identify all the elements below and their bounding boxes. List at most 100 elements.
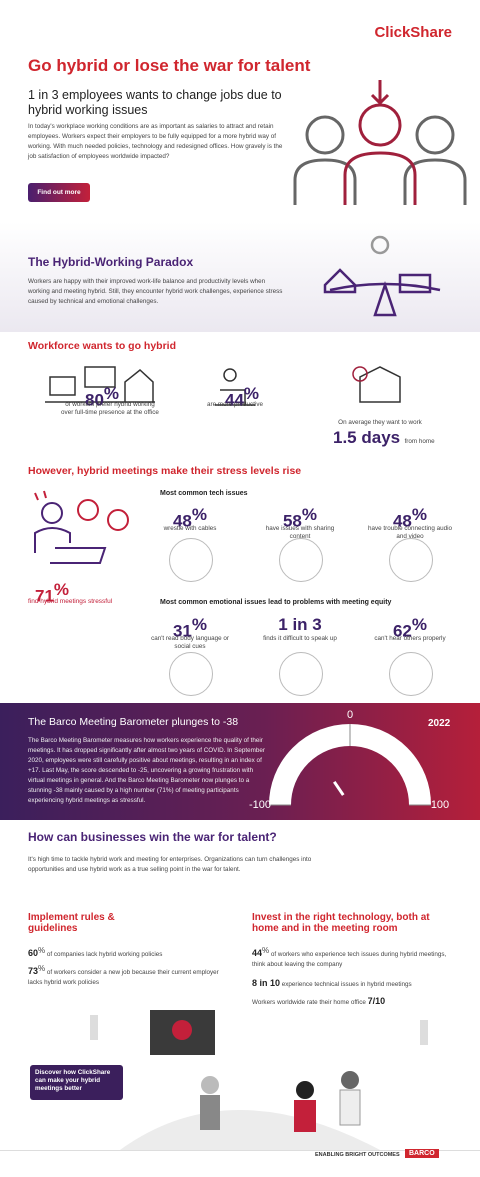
gauge: -100 0 100 -38	[249, 709, 449, 833]
stat-unit: %	[411, 505, 428, 524]
item-stat: 8 in 10	[252, 978, 281, 988]
column-title: Implement rules & guidelines	[28, 912, 115, 934]
icon	[45, 366, 155, 403]
subsection-title: Most common emotional issues lead to pro…	[160, 599, 392, 606]
stat: 1.5 days from home	[333, 428, 435, 448]
stat-unit: %	[53, 580, 70, 599]
icon-circle	[279, 652, 323, 696]
section-title: However, hybrid meetings make their stre…	[28, 465, 302, 477]
section-title: Workforce wants to go hybrid	[28, 340, 176, 352]
list-item: 60% of companies lack hybrid working pol…	[28, 946, 228, 960]
list-item: 8 in 10 experience technical issues in h…	[252, 978, 452, 990]
stat-number: 71	[35, 586, 54, 606]
title: Go hybrid or lose the war for talent	[28, 56, 311, 75]
gauge-needle	[333, 780, 345, 796]
stat-number: 80	[85, 390, 104, 410]
icon-circle	[169, 652, 213, 696]
gauge-tick-label: 100	[431, 799, 449, 811]
stat: 48%	[160, 505, 220, 531]
item-unit: %	[38, 946, 46, 955]
stat-pre: On average they want to work	[338, 419, 422, 426]
gauge-value: -38	[341, 819, 359, 833]
item-unit: %	[262, 946, 270, 955]
stat-unit: %	[411, 615, 428, 634]
icon	[215, 368, 255, 406]
item-text: of companies lack hybrid working policie…	[46, 951, 163, 959]
people-illustration	[293, 80, 467, 205]
tagline: ENABLING BRIGHT OUTCOMES	[315, 1152, 400, 1158]
stat-number: 58	[282, 511, 302, 531]
talent-body: It's high time to tackle hybrid work and…	[28, 856, 312, 873]
icon-circle	[169, 538, 213, 582]
gauge-tick-label: -100	[249, 799, 271, 811]
barometer-title: The Barco Meeting Barometer plunges to -…	[28, 716, 239, 728]
paradox-title: The Hybrid-Working Paradox	[28, 255, 194, 269]
item-stat: 73	[28, 966, 39, 977]
list-item: 44% of workers who experience tech issue…	[252, 946, 452, 970]
item-text: experience technical issues in hybrid me…	[281, 981, 412, 988]
paradox-body: Workers are happy with their improved wo…	[28, 278, 283, 305]
column-title: Invest in the right technology, both at …	[252, 912, 430, 934]
meeting-illustration	[90, 1010, 428, 1150]
stat-text: are more productive	[207, 401, 263, 408]
item-text: of workers who experience tech issues du…	[252, 951, 447, 969]
stat-text: from home	[404, 438, 435, 445]
stat: 44%	[225, 384, 259, 410]
stat: 31%	[160, 615, 220, 641]
icon-circle	[279, 538, 323, 582]
item-unit: %	[38, 964, 46, 973]
stat-unit: %	[301, 505, 318, 524]
stat-text: finds it difficult to speak up	[263, 635, 337, 642]
icon	[352, 366, 401, 403]
stat-text: have issues with sharing content	[265, 525, 335, 540]
stat: 58%	[270, 505, 330, 531]
icon-circle	[389, 538, 433, 582]
item-stat: 7/10	[367, 996, 386, 1006]
stat-unit: %	[103, 384, 120, 403]
stat-text: of workers prefer hybrid working over fu…	[61, 401, 159, 416]
logo: ClickShare	[374, 24, 452, 41]
stat-text: can't hear others properly	[374, 635, 446, 642]
talent-title: How can businesses win the war for talen…	[28, 830, 277, 844]
subtitle: 1 in 3 employees wants to change jobs du…	[28, 88, 282, 117]
list-item: Workers worldwide rate their home office…	[252, 996, 452, 1008]
stat-number: 48	[172, 511, 192, 531]
cta-button[interactable]: Find out more	[28, 183, 90, 202]
stat-number: 1.5 days	[333, 428, 401, 447]
footer-logo: BARCO	[405, 1149, 439, 1158]
stat-text: find hybrid meetings stressful	[28, 598, 113, 605]
stat: 1 in 3	[270, 615, 330, 635]
stat-text: wrestle with cables	[163, 525, 217, 532]
balance-illustration	[323, 235, 441, 317]
stat-number: 62	[392, 621, 412, 641]
list-item: 73% of workers consider a new job becaus…	[28, 964, 228, 988]
cta-button[interactable]: Discover how ClickShare can make your hy…	[30, 1065, 123, 1100]
item-text: Workers worldwide rate their home office	[252, 999, 366, 1006]
subsection-title: Most common tech issues	[160, 490, 248, 497]
stat: 80%	[85, 384, 119, 410]
stat-number: 1 in 3	[278, 615, 322, 634]
stat-unit: %	[191, 505, 208, 524]
item-stat: 60	[28, 948, 39, 959]
stat-number: 44	[225, 390, 244, 410]
item-stat: 44	[252, 948, 263, 959]
icon-circle	[389, 652, 433, 696]
stat-unit: %	[191, 615, 208, 634]
barometer-body: The Barco Meeting Barometer measures how…	[28, 737, 265, 804]
stat-number: 48	[392, 511, 412, 531]
stat-text: can't read body language or social cues	[151, 635, 229, 650]
item-text: of workers consider a new job because th…	[28, 969, 219, 987]
stat: 71%	[35, 580, 69, 606]
gauge-tick-label: 0	[347, 709, 353, 721]
intro: In today's workplace working conditions …	[28, 123, 283, 160]
divider	[0, 1150, 480, 1151]
stress-icon	[34, 490, 129, 564]
stat: 62%	[380, 615, 440, 641]
subsection-title-text: Most common tech issues	[160, 490, 248, 497]
stat-text: have trouble connecting audio and video	[367, 525, 453, 540]
stat-number: 31	[172, 621, 192, 641]
stat: 48%	[380, 505, 440, 531]
stat-unit: %	[243, 384, 260, 403]
year: 2022	[428, 718, 451, 729]
